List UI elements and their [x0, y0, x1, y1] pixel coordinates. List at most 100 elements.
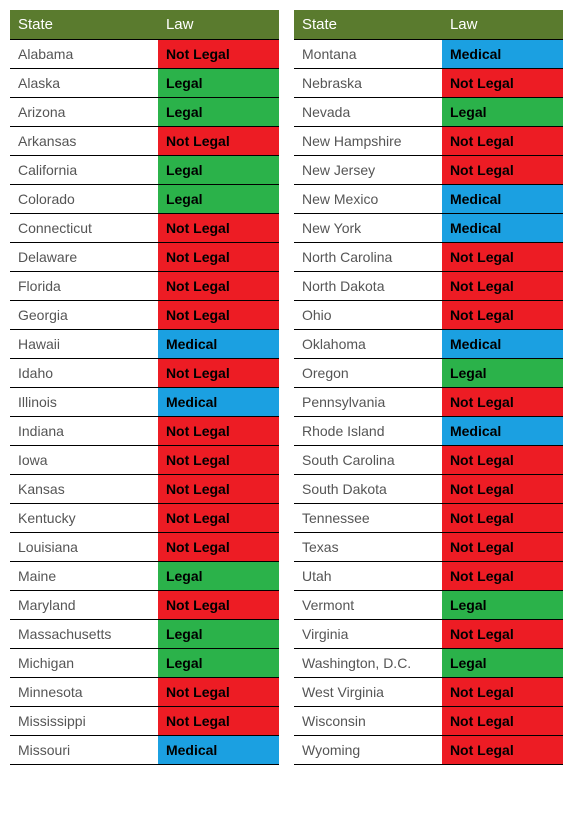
law-cell: Not Legal [442, 127, 563, 156]
state-cell: Texas [294, 533, 442, 562]
table-row: AlabamaNot Legal [10, 40, 279, 69]
state-cell: Massachusetts [10, 620, 158, 649]
state-cell: Iowa [10, 446, 158, 475]
table-row: DelawareNot Legal [10, 243, 279, 272]
state-cell: Louisiana [10, 533, 158, 562]
law-cell: Medical [442, 330, 563, 359]
table-row: VermontLegal [294, 591, 563, 620]
law-cell: Not Legal [158, 301, 279, 330]
right-body: MontanaMedicalNebraskaNot LegalNevadaLeg… [294, 40, 563, 765]
table-row: UtahNot Legal [294, 562, 563, 591]
state-cell: Ohio [294, 301, 442, 330]
law-cell: Legal [158, 98, 279, 127]
state-cell: South Dakota [294, 475, 442, 504]
law-cell: Not Legal [158, 359, 279, 388]
law-cell: Not Legal [158, 678, 279, 707]
state-cell: Colorado [10, 185, 158, 214]
table-row: OklahomaMedical [294, 330, 563, 359]
state-cell: Vermont [294, 591, 442, 620]
state-cell: Mississippi [10, 707, 158, 736]
law-cell: Medical [442, 214, 563, 243]
state-cell: Alaska [10, 69, 158, 98]
tables-container: State Law AlabamaNot LegalAlaskaLegalAri… [10, 10, 563, 765]
state-cell: Nevada [294, 98, 442, 127]
table-row: KansasNot Legal [10, 475, 279, 504]
table-row: IndianaNot Legal [10, 417, 279, 446]
state-cell: Maryland [10, 591, 158, 620]
law-cell: Not Legal [158, 475, 279, 504]
table-row: VirginiaNot Legal [294, 620, 563, 649]
law-cell: Not Legal [442, 562, 563, 591]
state-cell: Alabama [10, 40, 158, 69]
table-row: New MexicoMedical [294, 185, 563, 214]
state-cell: Indiana [10, 417, 158, 446]
state-cell: West Virginia [294, 678, 442, 707]
state-cell: Florida [10, 272, 158, 301]
table-row: IdahoNot Legal [10, 359, 279, 388]
state-cell: New Hampshire [294, 127, 442, 156]
table-row: ArkansasNot Legal [10, 127, 279, 156]
header-state: State [294, 10, 442, 40]
state-cell: Montana [294, 40, 442, 69]
law-cell: Not Legal [158, 40, 279, 69]
table-row: OregonLegal [294, 359, 563, 388]
law-cell: Legal [442, 98, 563, 127]
law-cell: Not Legal [442, 156, 563, 185]
law-cell: Not Legal [442, 533, 563, 562]
table-row: MassachusettsLegal [10, 620, 279, 649]
table-row: OhioNot Legal [294, 301, 563, 330]
law-cell: Not Legal [158, 504, 279, 533]
law-cell: Medical [442, 417, 563, 446]
law-cell: Not Legal [158, 243, 279, 272]
law-cell: Not Legal [158, 707, 279, 736]
state-cell: Oklahoma [294, 330, 442, 359]
table-row: MississippiNot Legal [10, 707, 279, 736]
left-table: State Law AlabamaNot LegalAlaskaLegalAri… [10, 10, 279, 765]
table-row: Washington, D.C.Legal [294, 649, 563, 678]
header-law: Law [158, 10, 279, 40]
state-cell: Maine [10, 562, 158, 591]
state-cell: New Jersey [294, 156, 442, 185]
law-cell: Legal [158, 620, 279, 649]
state-cell: Washington, D.C. [294, 649, 442, 678]
law-cell: Legal [442, 591, 563, 620]
state-cell: Pennsylvania [294, 388, 442, 417]
table-row: NebraskaNot Legal [294, 69, 563, 98]
law-cell: Medical [442, 185, 563, 214]
header-state: State [10, 10, 158, 40]
table-row: ArizonaLegal [10, 98, 279, 127]
law-cell: Legal [442, 359, 563, 388]
state-cell: California [10, 156, 158, 185]
right-table: State Law Montana Medical NebraskaNot Lega… [294, 10, 563, 765]
law-cell: Legal [442, 649, 563, 678]
law-cell: Legal [158, 69, 279, 98]
state-cell: Idaho [10, 359, 158, 388]
law-cell: Medical [158, 388, 279, 417]
header-row: State Law [294, 10, 563, 40]
table-row: IowaNot Legal [10, 446, 279, 475]
table-row: TennesseeNot Legal [294, 504, 563, 533]
table-row: MarylandNot Legal [10, 591, 279, 620]
law-cell: Not Legal [442, 504, 563, 533]
law-cell: Not Legal [442, 388, 563, 417]
table-row: KentuckyNot Legal [10, 504, 279, 533]
table-row: New HampshireNot Legal [294, 127, 563, 156]
table-row: CaliforniaLegal [10, 156, 279, 185]
table-row: PennsylvaniaNot Legal [294, 388, 563, 417]
table-row: LouisianaNot Legal [10, 533, 279, 562]
law-cell: Not Legal [442, 301, 563, 330]
table-row: New JerseyNot Legal [294, 156, 563, 185]
table-row: WyomingNot Legal [294, 736, 563, 765]
state-cell: Tennessee [294, 504, 442, 533]
table-row: WisconsinNot Legal [294, 707, 563, 736]
law-cell: Not Legal [442, 69, 563, 98]
law-cell: Not Legal [442, 243, 563, 272]
state-cell: Missouri [10, 736, 158, 765]
law-cell: Legal [158, 562, 279, 591]
table-row: MissouriMedical [10, 736, 279, 765]
state-cell: New York [294, 214, 442, 243]
table-row: Rhode IslandMedical [294, 417, 563, 446]
law-cell: Legal [158, 156, 279, 185]
state-cell: Wisconsin [294, 707, 442, 736]
table-row: MinnesotaNot Legal [10, 678, 279, 707]
